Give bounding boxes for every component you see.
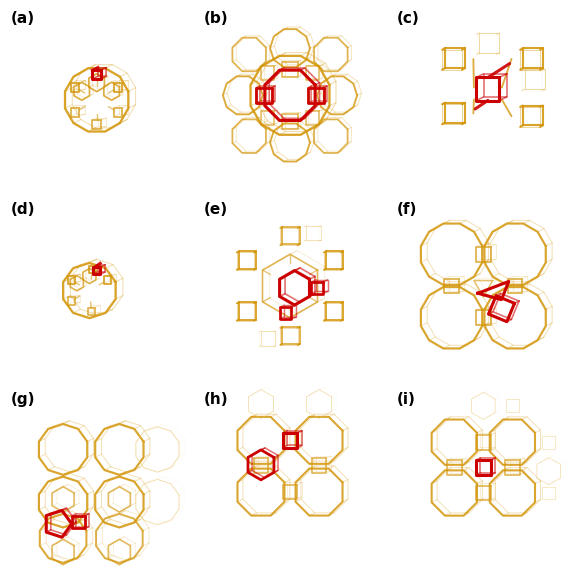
Text: (e): (e) [204, 201, 228, 217]
Text: (c): (c) [397, 11, 420, 26]
Text: (a): (a) [10, 11, 35, 26]
Text: (i): (i) [397, 392, 416, 407]
Text: (d): (d) [10, 201, 35, 217]
Text: (b): (b) [204, 11, 229, 26]
Text: (f): (f) [397, 201, 418, 217]
Text: (h): (h) [204, 392, 229, 407]
Text: (g): (g) [10, 392, 35, 407]
